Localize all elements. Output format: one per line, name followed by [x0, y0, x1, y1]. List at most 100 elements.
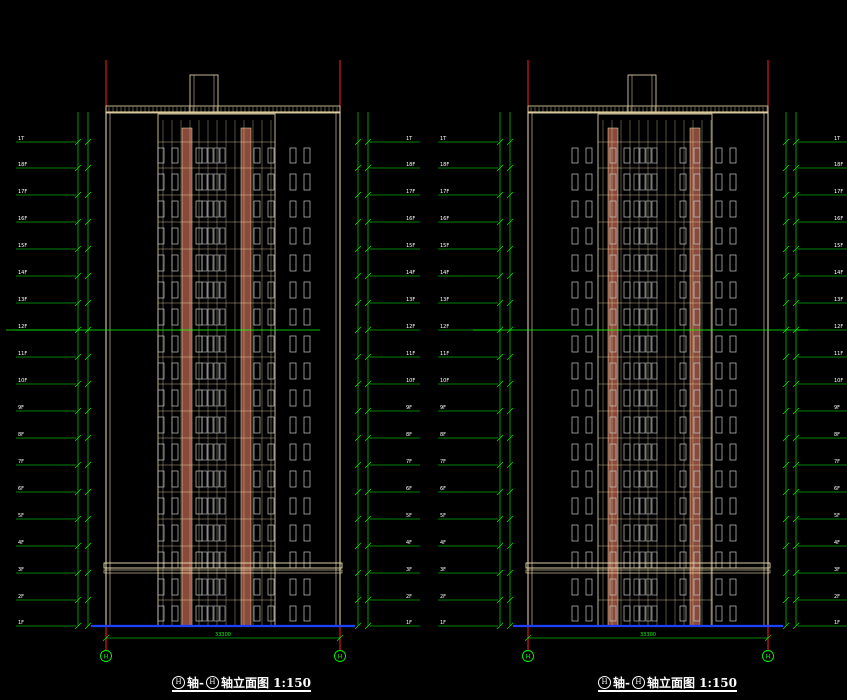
dimension-tick	[364, 622, 372, 630]
core-window	[201, 227, 208, 245]
floor-label: 1T	[440, 136, 447, 142]
core-window	[213, 605, 220, 622]
window	[289, 362, 297, 380]
dimension-tick	[84, 164, 92, 172]
window	[157, 389, 165, 407]
dimension-tick	[74, 542, 82, 550]
dimension-tick	[84, 272, 92, 280]
window	[693, 416, 701, 434]
floor-label: 4F	[834, 540, 840, 546]
dimension-tick	[792, 569, 800, 577]
dimension-tick	[792, 164, 800, 172]
parapet	[105, 105, 341, 114]
dimension-tick	[506, 164, 514, 172]
window	[171, 605, 179, 622]
window	[267, 254, 275, 272]
core-window	[201, 605, 208, 622]
window	[267, 308, 275, 326]
window	[157, 254, 165, 272]
window	[267, 173, 275, 191]
core-window	[219, 254, 226, 272]
window	[171, 254, 179, 272]
window	[715, 416, 723, 434]
core-window	[651, 443, 658, 461]
core-window	[201, 497, 208, 515]
window	[253, 281, 261, 299]
dimension-tick	[364, 380, 372, 388]
axis-bubble	[522, 650, 534, 662]
window	[585, 551, 593, 569]
window	[729, 389, 737, 407]
core-window	[201, 524, 208, 542]
floor-label: 7F	[440, 459, 446, 465]
dimension-tick	[782, 138, 790, 146]
window	[715, 254, 723, 272]
dimension-tick	[496, 138, 504, 146]
core-window	[651, 551, 658, 569]
floor-label: 2F	[406, 594, 412, 600]
core-window	[645, 524, 652, 542]
dimension-tick	[496, 488, 504, 496]
window	[715, 443, 723, 461]
core-window	[213, 173, 220, 191]
window	[289, 227, 297, 245]
window	[693, 497, 701, 515]
window	[253, 173, 261, 191]
window	[715, 389, 723, 407]
floor-label: 14F	[834, 270, 843, 276]
floor-label: 7F	[406, 459, 412, 465]
window	[289, 578, 297, 596]
core-window	[651, 200, 658, 218]
dimension-tick	[84, 191, 92, 199]
dimension-tick	[74, 569, 82, 577]
core-window	[207, 308, 214, 326]
floor-label: 6F	[834, 486, 840, 492]
dimension-tick	[782, 272, 790, 280]
core-window	[201, 308, 208, 326]
dimension-tick	[354, 380, 362, 388]
dimension-tick	[74, 515, 82, 523]
core-window	[633, 147, 640, 164]
title-axis-circle-b: H	[205, 675, 219, 689]
window	[571, 173, 579, 191]
window	[253, 470, 261, 488]
core-window	[639, 389, 646, 407]
dimension-tick	[354, 272, 362, 280]
core-window	[219, 497, 226, 515]
window	[289, 443, 297, 461]
dimension-tick	[496, 622, 504, 630]
core-window	[219, 173, 226, 191]
window	[303, 147, 311, 164]
dimension-tick	[782, 218, 790, 226]
floor-label: 10F	[834, 378, 843, 384]
window	[267, 147, 275, 164]
window	[609, 578, 617, 596]
window	[609, 470, 617, 488]
window	[623, 470, 631, 488]
window	[267, 578, 275, 596]
core-window	[213, 443, 220, 461]
dimension-tick	[84, 138, 92, 146]
floor-label: 11F	[440, 351, 449, 357]
dimension-tick	[354, 488, 362, 496]
window	[729, 551, 737, 569]
core-window	[219, 470, 226, 488]
window	[289, 281, 297, 299]
core-window	[639, 281, 646, 299]
window	[267, 200, 275, 218]
floor-label: 15F	[18, 243, 27, 249]
dimension-tick	[506, 596, 514, 604]
window	[693, 308, 701, 326]
window	[253, 362, 261, 380]
floor-label: 18F	[440, 162, 449, 168]
window	[715, 200, 723, 218]
title-text: 轴立面图 1:150	[220, 675, 311, 690]
window	[609, 416, 617, 434]
window	[609, 605, 617, 622]
core-window	[651, 470, 658, 488]
window	[623, 147, 631, 164]
window	[729, 227, 737, 245]
core-window	[219, 281, 226, 299]
core-window	[201, 470, 208, 488]
window	[609, 362, 617, 380]
